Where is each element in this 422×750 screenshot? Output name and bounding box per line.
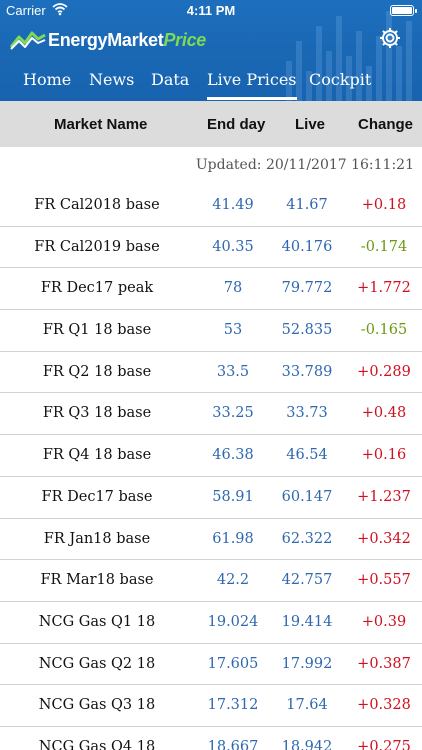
live-value: 40.176 xyxy=(281,238,333,255)
end-day-value: 58.91 xyxy=(212,488,254,505)
end-day-value: 18.667 xyxy=(207,738,259,750)
column-header-market-name[interactable]: Market Name xyxy=(54,116,148,133)
live-value: 42.757 xyxy=(281,572,333,589)
market-name: FR Q1 18 base xyxy=(42,322,152,339)
end-day-value: 42.2 xyxy=(216,572,250,589)
live-value: 33.73 xyxy=(286,405,328,422)
market-name: FR Cal2019 base xyxy=(34,238,160,255)
live-value: 17.64 xyxy=(286,697,328,714)
table-row[interactable]: NCG Gas Q4 18 18.667 18.942 +0.275 xyxy=(0,727,422,750)
carrier-label: Carrier xyxy=(6,3,46,18)
end-day-value: 61.98 xyxy=(212,530,254,547)
market-name: FR Dec17 base xyxy=(41,488,153,505)
change-value: +1.772 xyxy=(357,280,411,297)
tab-bar: Home News Data Live Prices Cockpit xyxy=(0,70,422,100)
table-row[interactable]: FR Q2 18 base 33.5 33.789 +0.289 xyxy=(0,352,422,394)
change-value: +0.342 xyxy=(357,530,411,547)
end-day-value: 17.605 xyxy=(207,655,259,672)
table-header: Market Name End day Live Change xyxy=(0,101,422,147)
column-header-live[interactable]: Live xyxy=(295,116,326,133)
tab-live-prices[interactable]: Live Prices xyxy=(207,70,297,100)
table-row[interactable]: FR Q4 18 base 46.38 46.54 +0.16 xyxy=(0,435,422,477)
tab-home[interactable]: Home xyxy=(23,70,72,89)
market-name: NCG Gas Q1 18 xyxy=(38,613,156,630)
end-day-value: 41.49 xyxy=(212,197,254,213)
table-row[interactable]: NCG Gas Q3 18 17.312 17.64 +0.328 xyxy=(0,685,422,727)
table-row[interactable]: FR Mar18 base 42.2 42.757 +0.557 xyxy=(0,560,422,602)
market-name: NCG Gas Q4 18 xyxy=(38,738,156,750)
end-day-value: 53 xyxy=(223,322,243,339)
clock: 4:11 PM xyxy=(186,3,236,18)
change-value: +0.48 xyxy=(361,405,407,422)
end-day-value: 40.35 xyxy=(212,238,254,255)
live-value: 18.942 xyxy=(281,738,333,750)
brand-accent: Price xyxy=(163,29,206,50)
end-day-value: 17.312 xyxy=(207,697,259,714)
change-value: +0.557 xyxy=(357,572,411,589)
change-value: +0.18 xyxy=(361,197,407,213)
market-name: FR Mar18 base xyxy=(40,572,154,589)
live-value: 52.835 xyxy=(281,322,333,339)
end-day-value: 33.25 xyxy=(212,405,254,422)
end-day-value: 46.38 xyxy=(212,447,254,464)
change-value: +1.237 xyxy=(357,488,411,505)
live-value: 62.322 xyxy=(281,530,333,547)
change-value: +0.387 xyxy=(357,655,411,672)
change-value: +0.328 xyxy=(357,697,411,714)
table-row[interactable]: FR Cal2018 base 41.49 41.67 +0.18 xyxy=(0,185,422,227)
market-name: FR Jan18 base xyxy=(43,530,151,547)
live-value: 79.772 xyxy=(281,280,333,297)
header-decoration xyxy=(282,0,422,101)
change-value: -0.174 xyxy=(360,238,408,255)
tab-cockpit[interactable]: Cockpit xyxy=(309,70,372,89)
change-value: +0.39 xyxy=(361,613,407,630)
table-row[interactable]: NCG Gas Q2 18 17.605 17.992 +0.387 xyxy=(0,644,422,686)
live-value: 46.54 xyxy=(286,447,328,464)
end-day-value: 33.5 xyxy=(216,363,250,380)
market-name: FR Q4 18 base xyxy=(42,447,152,464)
market-name: FR Q3 18 base xyxy=(42,405,152,422)
wifi-icon xyxy=(52,3,68,16)
end-day-value: 19.024 xyxy=(207,613,259,630)
live-value: 17.992 xyxy=(281,655,333,672)
logo-mark-icon xyxy=(10,31,46,50)
price-table: FR Cal2018 base 41.49 41.67 +0.18 FR Cal… xyxy=(0,185,422,750)
column-header-change[interactable]: Change xyxy=(358,116,414,133)
live-value: 19.414 xyxy=(281,613,333,630)
gear-icon[interactable] xyxy=(378,26,402,50)
market-name: FR Cal2018 base xyxy=(34,197,160,213)
app-brand: EnergyMarketPrice xyxy=(48,30,206,51)
market-name: FR Q2 18 base xyxy=(42,363,152,380)
market-name: NCG Gas Q2 18 xyxy=(38,655,156,672)
end-day-value: 78 xyxy=(223,280,243,297)
table-row[interactable]: NCG Gas Q1 18 19.024 19.414 +0.39 xyxy=(0,602,422,644)
live-value: 41.67 xyxy=(286,197,328,213)
change-value: +0.275 xyxy=(357,738,411,750)
table-row[interactable]: FR Q1 18 base 53 52.835 -0.165 xyxy=(0,310,422,352)
table-row[interactable]: FR Q3 18 base 33.25 33.73 +0.48 xyxy=(0,393,422,436)
market-name: NCG Gas Q3 18 xyxy=(38,697,156,714)
battery-icon xyxy=(390,5,417,16)
table-row[interactable]: FR Cal2019 base 40.35 40.176 -0.174 xyxy=(0,227,422,269)
app-logo: EnergyMarketPrice xyxy=(10,28,206,52)
status-bar: Carrier 4:11 PM xyxy=(0,0,422,22)
tab-data[interactable]: Data xyxy=(151,70,190,89)
app-header: Carrier 4:11 PM EnergyMarketPrice Home N… xyxy=(0,0,422,101)
updated-timestamp: Updated: 20/11/2017 16:11:21 xyxy=(195,157,414,173)
live-value: 33.789 xyxy=(281,363,333,380)
table-row[interactable]: FR Jan18 base 61.98 62.322 +0.342 xyxy=(0,519,422,561)
change-value: +0.16 xyxy=(361,447,407,464)
change-value: +0.289 xyxy=(357,363,411,380)
market-name: FR Dec17 peak xyxy=(40,280,154,297)
tab-news[interactable]: News xyxy=(89,70,135,89)
column-header-end-day[interactable]: End day xyxy=(207,116,266,133)
live-value: 60.147 xyxy=(281,488,333,505)
change-value: -0.165 xyxy=(360,322,408,339)
brand-main: EnergyMarket xyxy=(48,29,164,50)
table-row[interactable]: FR Dec17 base 58.91 60.147 +1.237 xyxy=(0,477,422,519)
table-row[interactable]: FR Dec17 peak 78 79.772 +1.772 xyxy=(0,268,422,311)
